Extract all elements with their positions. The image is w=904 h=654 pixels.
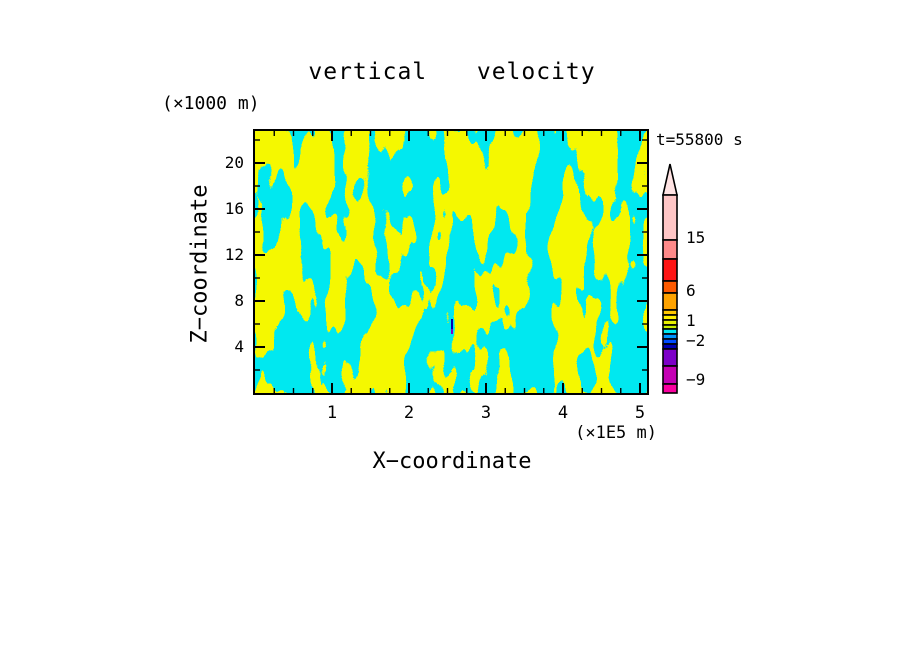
plot-area xyxy=(253,129,649,395)
x-tick-label: 2 xyxy=(403,403,415,423)
colorbar-segment xyxy=(662,258,678,282)
colorbar-tick-label: −2 xyxy=(686,331,706,350)
colorbar-segment xyxy=(662,365,678,385)
colorbar-segment xyxy=(662,383,678,394)
updraft-filaments xyxy=(255,131,647,393)
vertical-velocity-field xyxy=(255,131,647,393)
chart-title: vertical velocity xyxy=(308,59,596,85)
y-tick-label: 16 xyxy=(224,199,244,218)
colorbar-segment xyxy=(662,239,678,260)
x-axis-unit-label: (×1E5 m) xyxy=(575,423,657,443)
colorbar-arrow-icon xyxy=(661,163,679,196)
colorbar-segment xyxy=(662,280,678,294)
y-tick-label: 4 xyxy=(234,337,244,356)
x-tick-label: 1 xyxy=(326,403,338,423)
timestamp-label: t=55800 s xyxy=(656,130,743,149)
colorbar-tick-label: 15 xyxy=(686,228,706,247)
y-tick-label: 20 xyxy=(224,153,244,172)
colorbar-tick-label: 6 xyxy=(686,281,696,300)
x-tick-label: 3 xyxy=(480,403,492,423)
strong-downdraft-spot-tail xyxy=(451,329,453,334)
colorbar-tick-label: −9 xyxy=(686,370,706,389)
colorbar-tick-label: 1 xyxy=(686,311,696,330)
y-tick-label: 12 xyxy=(224,245,244,264)
colorbar-segment xyxy=(662,348,678,367)
axis-ticks xyxy=(255,131,647,393)
y-axis-unit-label: (×1000 m) xyxy=(162,93,260,114)
strong-downdraft-spot xyxy=(451,319,453,329)
colorbar xyxy=(661,163,679,394)
x-tick-label: 4 xyxy=(557,403,569,423)
x-tick-label: 5 xyxy=(634,403,646,423)
colorbar-segment xyxy=(662,292,678,311)
y-tick-label: 8 xyxy=(234,291,244,310)
colorbar-segment xyxy=(662,194,678,241)
x-axis-title: X−coordinate xyxy=(372,449,532,474)
